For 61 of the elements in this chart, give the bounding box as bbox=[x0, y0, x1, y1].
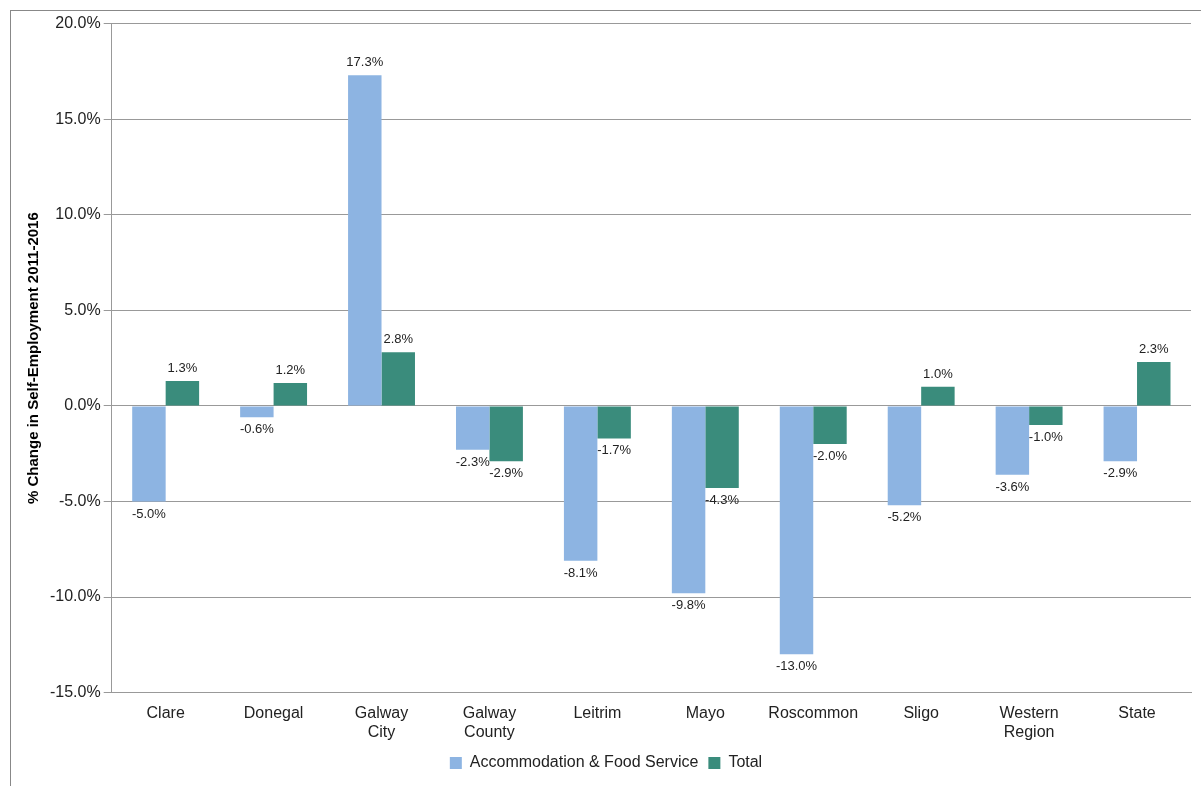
data-label: 17.3% bbox=[346, 54, 384, 70]
x-tick-label: Leitrim bbox=[573, 703, 622, 721]
y-tick-label: 5.0% bbox=[64, 300, 101, 318]
legend-label: Accommodation & Food Service bbox=[469, 753, 699, 771]
bar bbox=[165, 381, 200, 406]
data-label: 1.0% bbox=[923, 365, 954, 381]
x-tick-label: Roscommon bbox=[768, 703, 859, 721]
data-label: -8.1% bbox=[563, 564, 599, 580]
data-label: 1.2% bbox=[275, 362, 306, 378]
bar bbox=[705, 406, 739, 489]
y-tick-label: 20.0% bbox=[55, 14, 101, 32]
bar bbox=[1029, 406, 1063, 425]
bar bbox=[489, 406, 523, 462]
bar bbox=[779, 406, 814, 655]
y-tick-label: -10.0% bbox=[49, 587, 101, 605]
data-label: 1.3% bbox=[167, 360, 198, 376]
x-tick-label: Sligo bbox=[903, 703, 940, 721]
data-label: -3.6% bbox=[995, 478, 1030, 494]
data-label: 2.3% bbox=[1138, 341, 1170, 356]
y-tick-label: -5.0% bbox=[58, 491, 101, 509]
data-label: -1.7% bbox=[597, 442, 632, 458]
data-label: -13.0% bbox=[775, 658, 818, 674]
bar bbox=[921, 386, 955, 406]
data-label: -9.8% bbox=[671, 597, 706, 613]
data-label: -2.0% bbox=[812, 448, 848, 464]
bar bbox=[597, 406, 631, 439]
data-label: 2.8% bbox=[383, 331, 414, 347]
x-tick-label: Mayo bbox=[685, 703, 725, 721]
data-label: -5.2% bbox=[887, 509, 922, 525]
bar bbox=[348, 75, 382, 406]
bar bbox=[455, 406, 490, 450]
bar bbox=[273, 382, 308, 406]
bar bbox=[1103, 406, 1138, 462]
bar bbox=[813, 406, 847, 445]
data-label: -2.9% bbox=[1103, 465, 1138, 481]
data-label: -5.0% bbox=[131, 505, 167, 521]
bar bbox=[671, 406, 706, 594]
x-tick-label: Clare bbox=[146, 703, 185, 721]
y-tick-label: 10.0% bbox=[55, 205, 101, 223]
x-tick-label: Western Region bbox=[999, 703, 1059, 740]
bar bbox=[1137, 361, 1171, 406]
x-tick-label: Donegal bbox=[243, 703, 304, 721]
data-label: -2.9% bbox=[489, 465, 524, 481]
bar bbox=[240, 406, 274, 418]
y-tick-label: 0.0% bbox=[64, 396, 101, 414]
data-label: -1.0% bbox=[1028, 429, 1064, 445]
data-label: -0.6% bbox=[239, 421, 275, 437]
x-tick-label: Galway City bbox=[354, 703, 409, 740]
y-tick-label: 15.0% bbox=[55, 109, 101, 127]
y-axis-title: % Change in Self-Employment 2011-2016 bbox=[24, 212, 42, 504]
bar bbox=[381, 352, 415, 406]
bar bbox=[563, 406, 598, 561]
legend-label: Total bbox=[728, 753, 763, 771]
bar bbox=[887, 406, 922, 506]
x-tick-label: Galway County bbox=[462, 703, 517, 740]
bar bbox=[995, 406, 1030, 475]
bar bbox=[132, 406, 166, 502]
y-tick-label: -15.0% bbox=[49, 683, 101, 701]
data-label: -4.3% bbox=[705, 492, 740, 508]
data-label: -2.3% bbox=[455, 453, 491, 469]
x-tick-label: State bbox=[1118, 703, 1156, 721]
